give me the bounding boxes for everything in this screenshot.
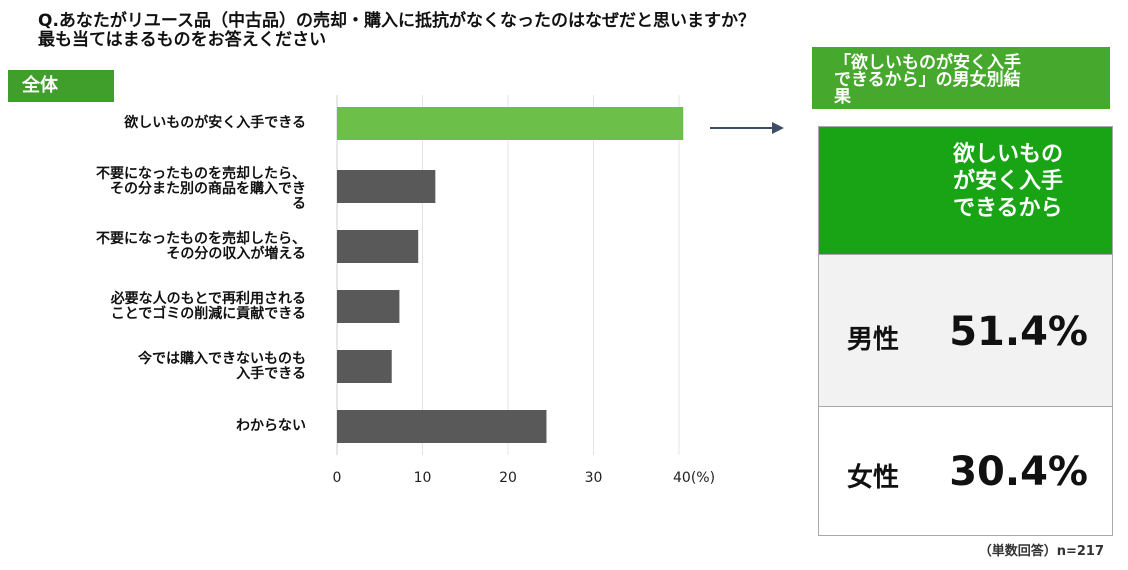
bar: [337, 230, 419, 263]
response-note: （単数回答）n=217: [978, 544, 1104, 559]
arrow-icon: [710, 122, 784, 134]
category-label: 必要な人のもとで再利用される ことでゴミの削減に貢献できる: [110, 290, 306, 322]
category-label: 今では購入できないものも 入手できる: [138, 350, 306, 382]
category-label-line: 欲しいものが安く入手できる: [124, 115, 306, 131]
question-text: Q.あなたがリユース品（中古品）の売却・購入に抵抗がなくなったのはなぜだと思いま…: [38, 12, 755, 50]
category-label-line: 不要になったものを売却したら、: [96, 230, 306, 247]
table-header-line-1: 欲しいもの: [953, 142, 1064, 167]
row-label-female: 女性: [847, 463, 900, 493]
table-header: 欲しいもの が安く入手 できるから: [819, 127, 1112, 255]
bar: [337, 107, 684, 140]
bar: [337, 290, 400, 323]
question-line-2: 最も当てはまるものをお答えください: [38, 30, 327, 50]
x-tick-label: 20: [499, 470, 517, 486]
bar: [337, 170, 436, 203]
category-label-line: その分また別の商品を購入でき: [110, 181, 306, 197]
category-label-line: 今では購入できないものも: [138, 350, 306, 367]
segment-badge: 全体: [8, 70, 114, 102]
row-label-male: 男性: [847, 325, 900, 355]
gender-result-table: 欲しいもの が安く入手 できるから 男性 51.4% 女性 30.4%: [818, 126, 1113, 536]
category-label-line: る: [292, 196, 306, 212]
callout-line-2: できるから」の男女別結: [834, 70, 1021, 90]
bar-chart: 0 10 20 30 40(%): [333, 95, 715, 486]
question-line-1: Q.あなたがリユース品（中古品）の売却・購入に抵抗がなくなったのはなぜだと思いま…: [38, 11, 756, 31]
callout-box: 「欲しいものが安く入手 できるから」の男女別結 果: [812, 47, 1110, 109]
x-tick-label: 10: [414, 470, 432, 486]
category-label-line: その分の収入が増える: [166, 245, 306, 262]
callout-line-1: 「欲しいものが安く入手: [834, 53, 1021, 73]
x-tick-label: 0: [333, 470, 342, 486]
row-value-female: 30.4%: [949, 449, 1088, 495]
table-row-female: 女性 30.4%: [819, 407, 1112, 534]
x-tick-label: 40(%): [673, 470, 715, 486]
category-label-line: ことでゴミの削減に貢献できる: [110, 305, 306, 322]
table-header-line-2: が安く入手: [953, 169, 1064, 194]
category-label-line: 不要になったものを売却したら、: [96, 166, 306, 182]
table-row-male: 男性 51.4%: [819, 255, 1112, 407]
bar: [337, 410, 547, 443]
category-label-line: わからない: [236, 418, 306, 434]
category-label: 不要になったものを売却したら、 その分の収入が増える: [96, 230, 306, 262]
callout-line-3: 果: [834, 87, 851, 107]
category-label-line: 入手できる: [236, 365, 306, 382]
bar: [337, 350, 392, 383]
category-label: 欲しいものが安く入手できる: [124, 116, 306, 131]
category-label: 不要になったものを売却したら、 その分また別の商品を購入できる: [96, 167, 306, 212]
x-tick-label: 30: [585, 470, 603, 486]
table-header-line-3: できるから: [953, 196, 1063, 221]
category-label: わからない: [236, 419, 306, 434]
category-label-line: 必要な人のもとで再利用される: [110, 290, 306, 307]
row-value-male: 51.4%: [949, 309, 1088, 355]
